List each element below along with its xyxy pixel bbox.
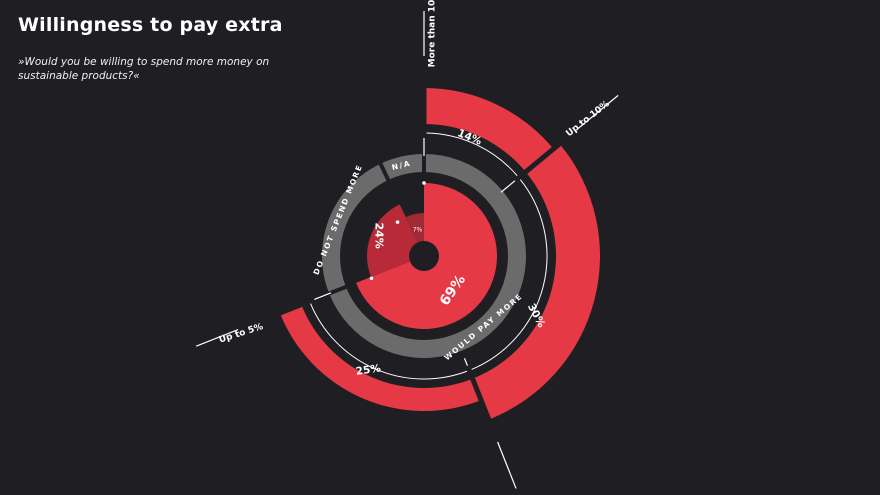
outer-category-up-to-10: Up to 10% <box>564 99 611 139</box>
outer-gap-end <box>237 297 316 332</box>
ring-gap-1 <box>327 284 348 296</box>
pie-center-hole <box>409 241 439 271</box>
outer-category-more-than-10: More than 10% <box>428 0 438 67</box>
pie-marker-2 <box>395 220 400 224</box>
outer-slice-more-than-10 <box>424 88 554 172</box>
ring-segment-n-a <box>380 154 424 180</box>
outer-outline-1 <box>471 178 548 371</box>
outer-gap-2 <box>465 364 500 443</box>
value-label-na: 7% <box>413 226 423 233</box>
outer-category-up-to-5: Up to 5% <box>218 322 265 346</box>
ring-segment-do-not-spend-more <box>322 163 389 294</box>
outer-slice-up-to-5 <box>279 304 482 411</box>
chart-subtitle: »Would you be willing to spend more mone… <box>18 56 270 82</box>
pie-marker-0 <box>422 181 426 185</box>
value-label-do-not-spend-more: 24% <box>372 222 385 248</box>
outer-slice-up-to-10 <box>472 143 600 420</box>
ring-gap-2 <box>378 161 391 182</box>
pie-marker-1 <box>369 276 374 281</box>
chart-title: Willingness to pay extra <box>18 14 283 36</box>
outer-gap-1 <box>513 126 580 183</box>
outer-outline-2 <box>309 303 468 380</box>
outer-value-up-to-5: 25% <box>355 362 382 377</box>
outer-outline-0 <box>426 132 518 177</box>
